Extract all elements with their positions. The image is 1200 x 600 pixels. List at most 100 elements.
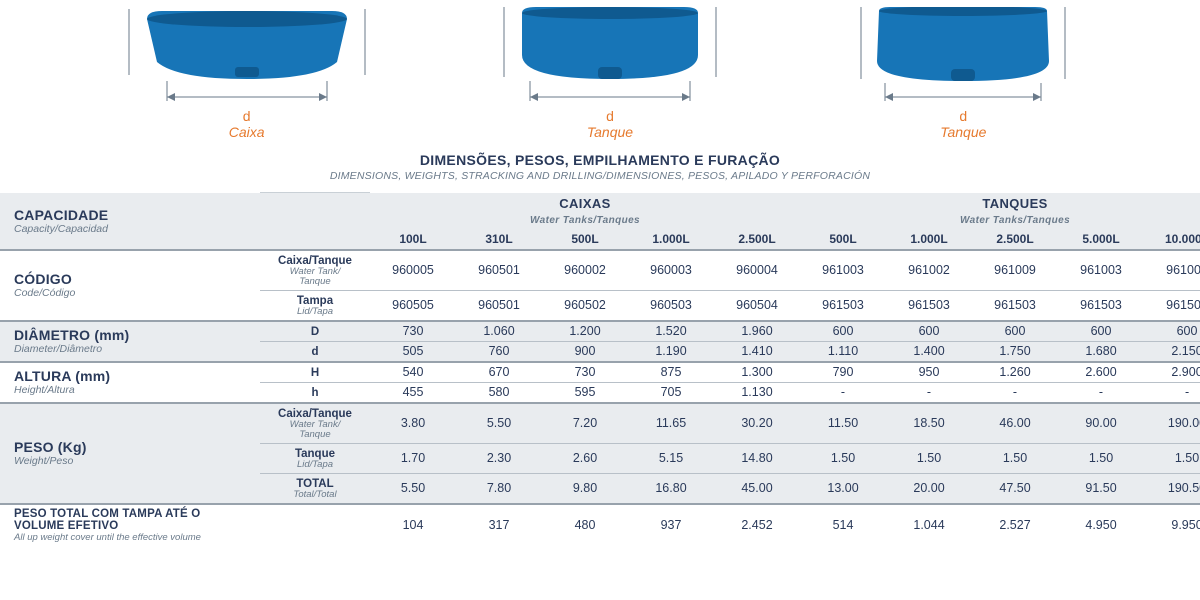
cell: 960002 — [542, 250, 628, 291]
cell: 7.80 — [456, 473, 542, 504]
row-label: CÓDIGOCode/Código — [0, 250, 260, 321]
row-sublabel: TanqueLid/Tapa — [260, 443, 370, 473]
cell: 2.150 — [1144, 341, 1200, 362]
cell: 950 — [886, 362, 972, 383]
cell: 2.60 — [542, 443, 628, 473]
cell: 13.00 — [800, 473, 886, 504]
cell: 20.00 — [886, 473, 972, 504]
cell: 730 — [542, 362, 628, 383]
cell: 600 — [972, 321, 1058, 342]
cell: 1.130 — [714, 382, 800, 403]
cell: 190.00 — [1144, 403, 1200, 444]
section-title-en: DIMENSIONS, WEIGHTS, STRACKING AND DRILL… — [0, 170, 1200, 182]
cell: - — [972, 382, 1058, 403]
cell: 1.680 — [1058, 341, 1144, 362]
row-sublabel: Caixa/TanqueWater Tank/Tanque — [260, 250, 370, 291]
cell: 5.15 — [628, 443, 714, 473]
cell: 580 — [456, 382, 542, 403]
illus-tanque-1: d Tanque — [490, 7, 730, 140]
cell: 900 — [542, 341, 628, 362]
row-sublabel: h — [260, 382, 370, 403]
cell: 9.950 — [1144, 504, 1200, 546]
cell: 2.452 — [714, 504, 800, 546]
cell: 1.50 — [800, 443, 886, 473]
header-row-groups: CAPACIDADE Capacity/Capacidad CAIXAS Wat… — [0, 193, 1200, 229]
group-tanques: TANQUES Water Tanks/Tanques — [800, 193, 1200, 229]
cell: 4.950 — [1058, 504, 1144, 546]
row-label: ALTURA (mm)Height/Altura — [0, 362, 260, 403]
table-row: CÓDIGOCode/CódigoCaixa/TanqueWater Tank/… — [0, 250, 1200, 291]
cell: 1.960 — [714, 321, 800, 342]
cell: 46.00 — [972, 403, 1058, 444]
col-header: 10.000L — [1144, 229, 1200, 250]
cell: 961503 — [1144, 290, 1200, 321]
cell: 961003 — [1058, 250, 1144, 291]
cell: 960003 — [628, 250, 714, 291]
col-header: 500L — [800, 229, 886, 250]
cell: 9.80 — [542, 473, 628, 504]
cell: 730 — [370, 321, 456, 342]
col-header: 5.000L — [1058, 229, 1144, 250]
section-header: DIMENSÕES, PESOS, EMPILHAMENTO E FURAÇÃO… — [0, 152, 1200, 182]
cell: 2.527 — [972, 504, 1058, 546]
cell: 937 — [628, 504, 714, 546]
cell: 961503 — [972, 290, 1058, 321]
cell: 600 — [886, 321, 972, 342]
cell: 1.060 — [456, 321, 542, 342]
col-header: 1.000L — [886, 229, 972, 250]
col-header: 310L — [456, 229, 542, 250]
cell: 2.900 — [1144, 362, 1200, 383]
cell: 30.20 — [714, 403, 800, 444]
cell: 505 — [370, 341, 456, 362]
cell: 18.50 — [886, 403, 972, 444]
cell: 961503 — [1058, 290, 1144, 321]
cell: 104 — [370, 504, 456, 546]
section-title-pt: DIMENSÕES, PESOS, EMPILHAMENTO E FURAÇÃO — [0, 152, 1200, 168]
cell: 2.30 — [456, 443, 542, 473]
cell: 960503 — [628, 290, 714, 321]
illus-caixa-label: d Caixa — [229, 109, 265, 140]
tank-illustrations: d Caixa d Tanque — [0, 0, 1200, 140]
cell: 90.00 — [1058, 403, 1144, 444]
cell: 670 — [456, 362, 542, 383]
col-header: 500L — [542, 229, 628, 250]
row-label: PESO TOTAL COM TAMPA ATÉ O VOLUME EFETIV… — [0, 504, 260, 546]
cell: 91.50 — [1058, 473, 1144, 504]
cell: 705 — [628, 382, 714, 403]
cell: 16.80 — [628, 473, 714, 504]
cell: 1.200 — [542, 321, 628, 342]
row-label: DIÂMETRO (mm)Diameter/Diâmetro — [0, 321, 260, 362]
cell: 760 — [456, 341, 542, 362]
cell: 11.50 — [800, 403, 886, 444]
row-sublabel — [260, 504, 370, 546]
cell: 960501 — [456, 250, 542, 291]
cell: 961503 — [800, 290, 886, 321]
col-header: 1.000L — [628, 229, 714, 250]
table-row: ALTURA (mm)Height/AlturaH5406707308751.3… — [0, 362, 1200, 383]
cell: 1.50 — [1058, 443, 1144, 473]
cell: 600 — [1058, 321, 1144, 342]
table-body: CÓDIGOCode/CódigoCaixa/TanqueWater Tank/… — [0, 250, 1200, 546]
cell: 7.20 — [542, 403, 628, 444]
cell: 5.50 — [456, 403, 542, 444]
cell: 514 — [800, 504, 886, 546]
cell: 1.50 — [1144, 443, 1200, 473]
table-row: DIÂMETRO (mm)Diameter/DiâmetroD7301.0601… — [0, 321, 1200, 342]
illus-tanque1-label: d Tanque — [587, 109, 633, 140]
cell: 47.50 — [972, 473, 1058, 504]
col-header: 2.500L — [714, 229, 800, 250]
cell: 875 — [628, 362, 714, 383]
cell: - — [1058, 382, 1144, 403]
col-header: 2.500L — [972, 229, 1058, 250]
cell: 1.750 — [972, 341, 1058, 362]
table-row: PESO TOTAL COM TAMPA ATÉ O VOLUME EFETIV… — [0, 504, 1200, 546]
cell: 1.260 — [972, 362, 1058, 383]
cell: - — [886, 382, 972, 403]
cell: 960505 — [370, 290, 456, 321]
row-sublabel: D — [260, 321, 370, 342]
cell: 3.80 — [370, 403, 456, 444]
cell: 961003 — [800, 250, 886, 291]
cell: 1.300 — [714, 362, 800, 383]
cell: 961009 — [972, 250, 1058, 291]
cell: 5.50 — [370, 473, 456, 504]
